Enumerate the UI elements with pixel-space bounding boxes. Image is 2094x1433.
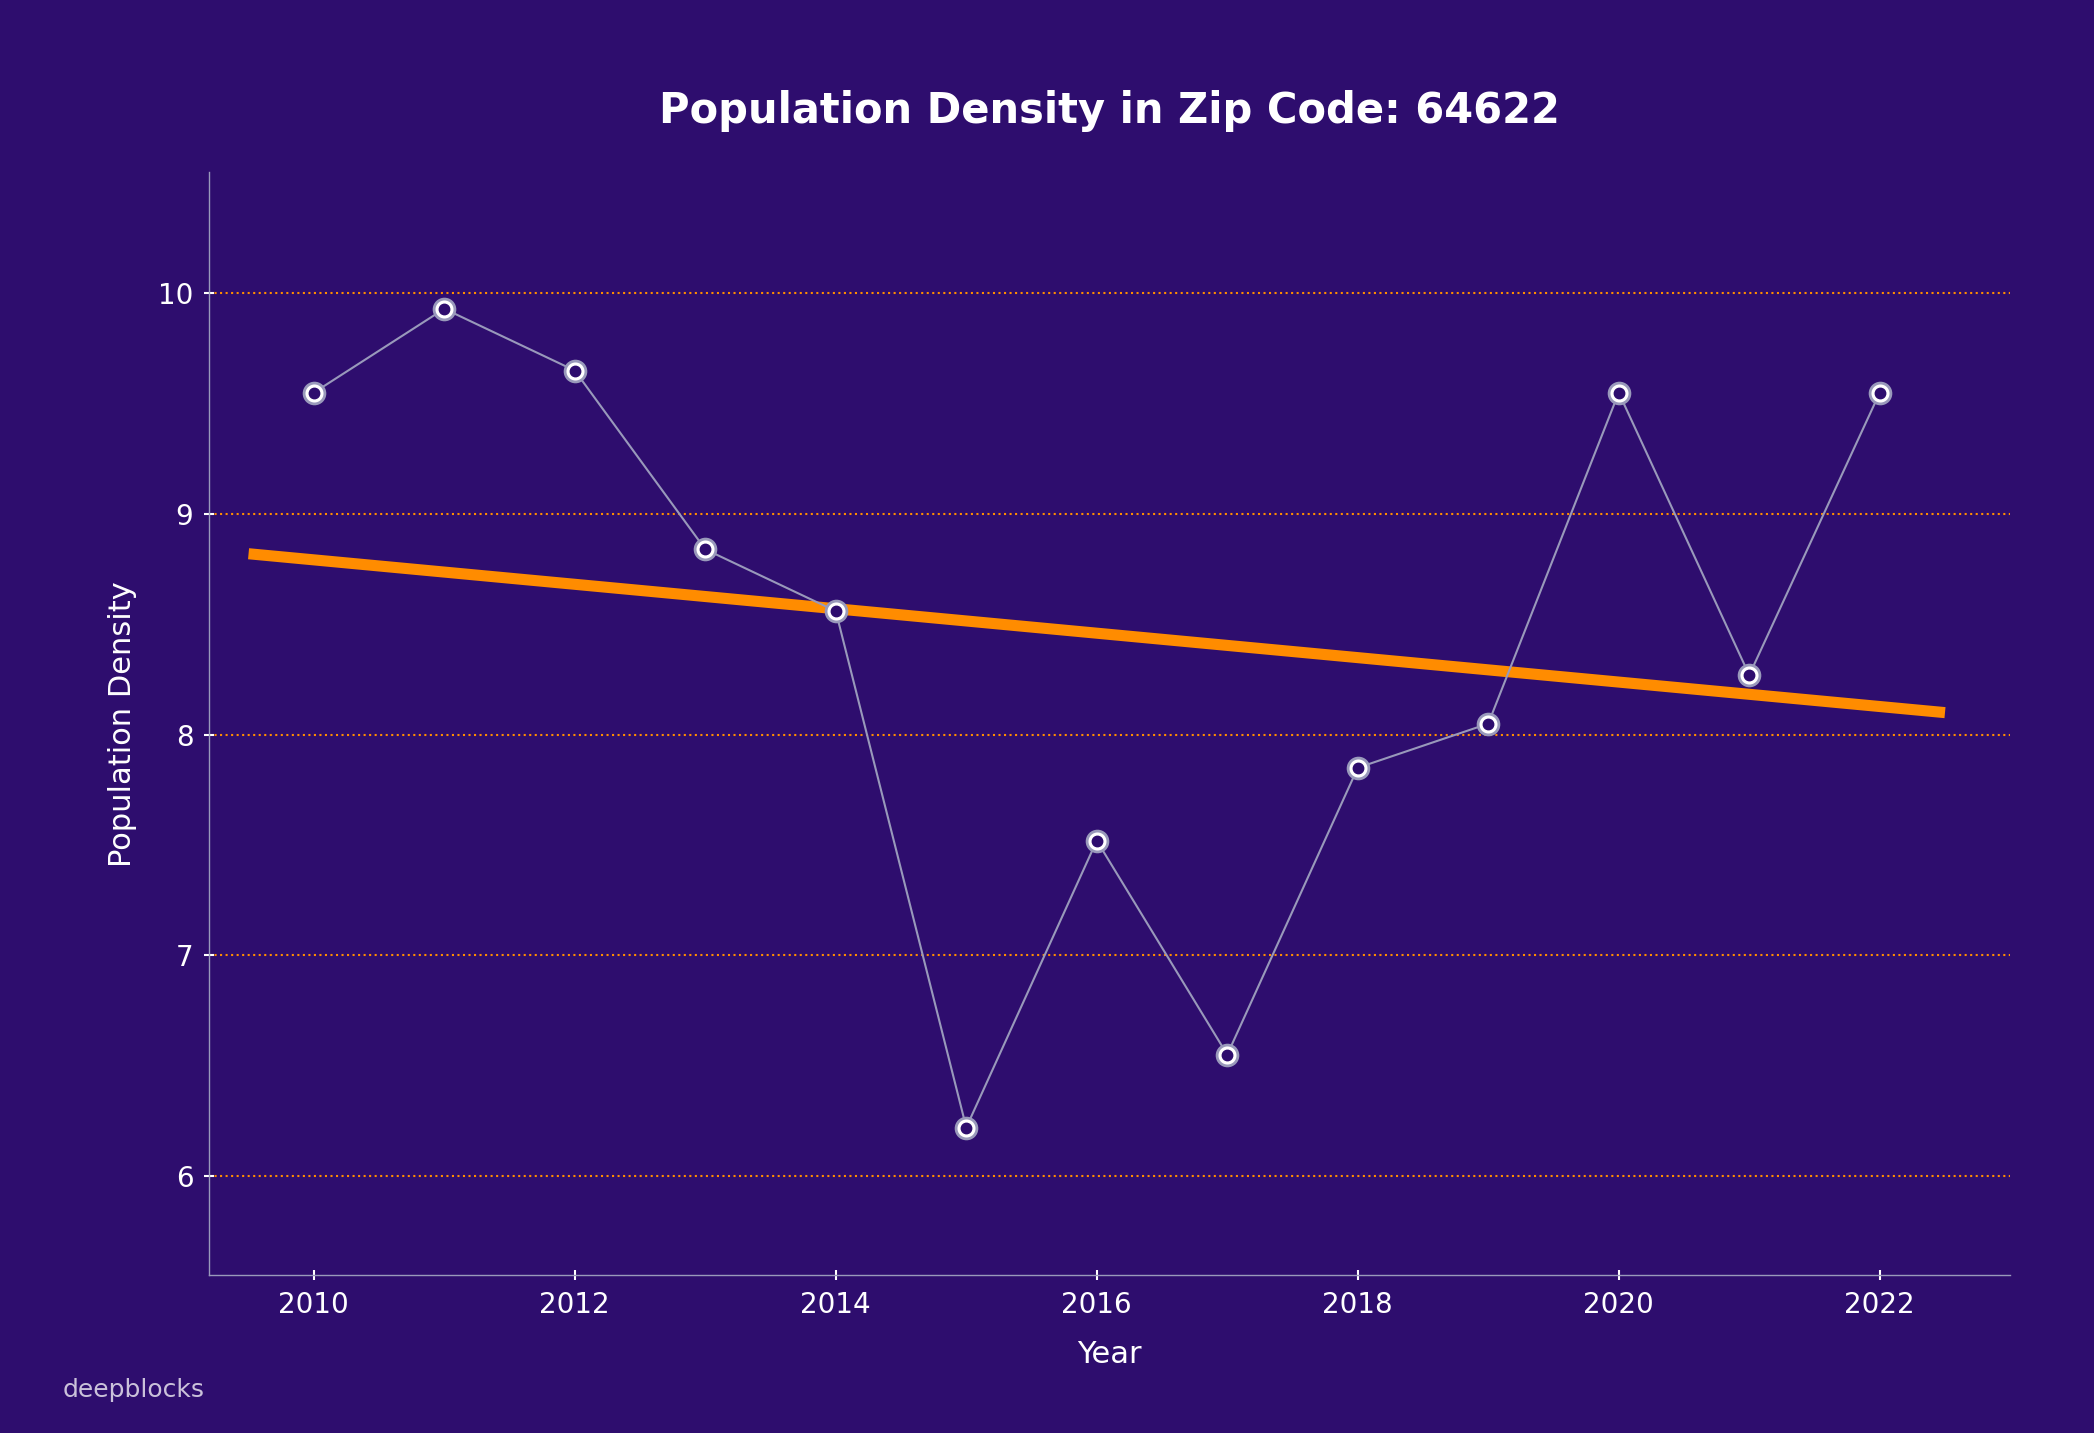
Title: Population Density in Zip Code: 64622: Population Density in Zip Code: 64622 (660, 90, 1560, 132)
Y-axis label: Population Density: Population Density (109, 580, 138, 867)
Text: deepblocks: deepblocks (63, 1379, 205, 1401)
X-axis label: Year: Year (1078, 1340, 1141, 1369)
